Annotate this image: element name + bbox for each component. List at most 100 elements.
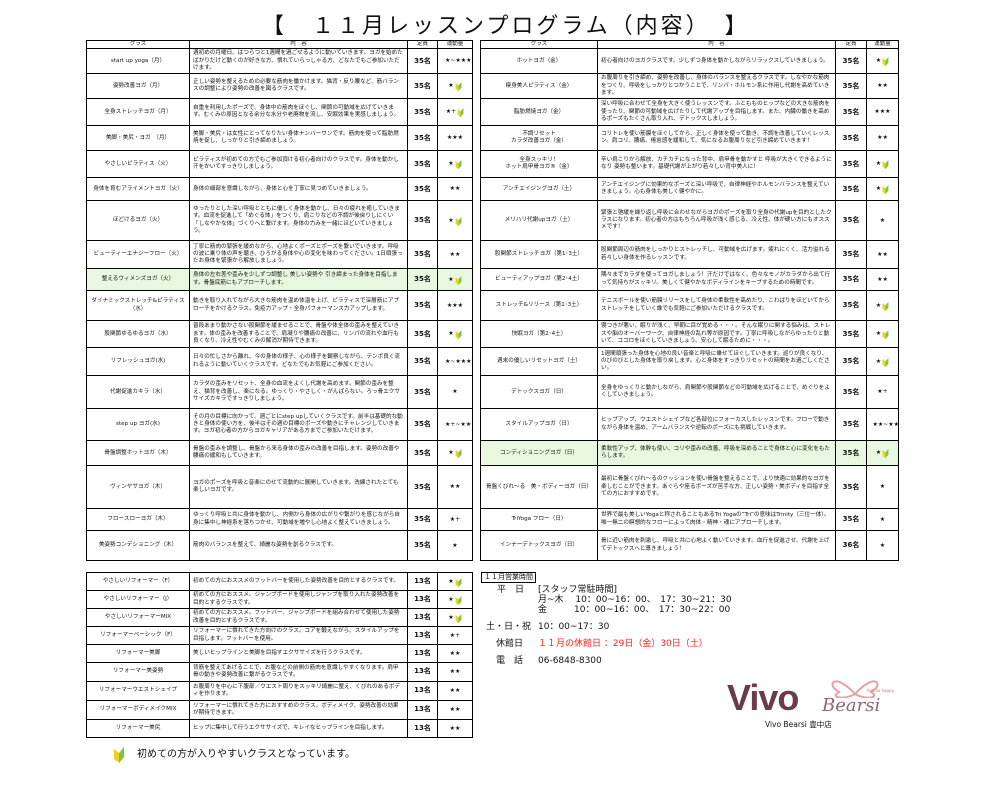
logo-script: Bearsi xyxy=(822,695,881,716)
table-row: メリハリ代謝upヨガ（土） 緊張と弛緩を繰り返し呼吸に合わせながらヨガのポーズを取… xyxy=(480,200,899,242)
beginner-leaf-icon xyxy=(882,448,889,459)
intensity-stars: ★ xyxy=(875,449,882,457)
intensity-level: ★~★★★ xyxy=(437,48,473,75)
intensity-stars: ★★★ xyxy=(874,108,891,116)
class-description: 丁寧に筋肉の緊張を緩めながら、心地よくポーズとポーズを繋いでいきます。呼吸の波に… xyxy=(189,240,408,270)
class-name: start up yoga（月） xyxy=(86,48,190,75)
intensity-level: ★ xyxy=(437,572,473,591)
class-description: 全身をゆっくりと動かしながら、肩関節や股関節などの可動域を広げることで、めぐりを… xyxy=(597,375,836,410)
class-name: コンディショニングヨガ（日） xyxy=(480,440,598,467)
class-description: その月の目標に向かって、週ごとにstep upしていくクラスです。前半は基礎的な… xyxy=(189,408,408,442)
lesson-table-right: クラス内 容定員 運動量 ホットヨガ（金） 初心者向けのヨガクラスです。少しずつ身体を… xyxy=(480,39,899,562)
class-name: リフォーマーウエストシェイプ xyxy=(86,681,190,701)
weekend-label: 土・日・祝 xyxy=(486,622,532,632)
class-name: リフレッシュヨガ(水) xyxy=(86,347,190,377)
class-description: 初心者向けのヨガクラスです。少しずつ身体を動かしながらリラックスしていきましょう… xyxy=(597,48,836,75)
class-description: 緊張と弛緩を繰り返し呼吸に合わせながらヨガのポーズを取り全身の代謝upを目的とし… xyxy=(597,200,836,242)
class-description: リフォーマーに慣れてきた方におすすめのクラス。ボディメイク、姿勢改善の効果が期待… xyxy=(189,700,408,720)
intensity-stars: ★★ xyxy=(449,706,461,714)
class-description: 自重を利用したポーズで、身体中の筋肉をほぐし、関節の可動域を広げていきます。むく… xyxy=(189,98,408,127)
intensity-level: ★★ xyxy=(866,125,899,152)
class-description: 身体の左右差や歪みを少しずつ調整し 美しい姿勢や 引き締まった身体を目指します。… xyxy=(189,268,408,292)
class-name: 全身スッキリ！ ホット肩甲骨ヨガ®（金） xyxy=(480,150,598,179)
class-name: ヴィンヤサヨガ（木） xyxy=(86,465,190,510)
capacity: 13名 xyxy=(407,608,438,627)
table-row: 美脚・美尻・ヨガ （月） 美脚・美尻・は女性にとってなりたい身体ナンバーワンです。… xyxy=(86,125,473,152)
intensity-level: ★+ xyxy=(437,626,473,645)
header-capacity: 定員 xyxy=(835,39,867,50)
table-row: TriYoga フロー（日） 世界で最も美しいYogaと称されることもあるTri … xyxy=(480,508,899,532)
lesson-table-left: クラス内 容定員 運動量 start up yoga（月） 週初めの月曜日、はつらつと… xyxy=(86,39,473,562)
intensity-level: ★★ xyxy=(437,465,473,510)
table-row: リフォーマー美尻 ヒップに集中して行うエクササイズで、キレイなヒップラインを目指し… xyxy=(86,719,473,738)
table-row: ほどけるヨガ（火） ゆったりとした深い呼吸とともに優しく身体を動かし、日々の疲れを… xyxy=(86,200,473,242)
table-row: 股関節ストレッチヨガ（第1･3土） 股関節周辺の筋肉をしっかりとストレッチし、可動… xyxy=(480,240,899,270)
class-name: 身体を育むアライメントヨガ（火） xyxy=(86,177,190,202)
capacity: 35名 xyxy=(407,408,438,442)
class-description: 初めての方におススメ。フットバー、ジャンプボードを組み合わせて使用した姿勢改善を… xyxy=(189,608,408,627)
class-description: 骨に近い筋肉を刺激し、呼吸と共に心地よく動いていきます。血行を促進させ、代謝を上… xyxy=(597,530,836,562)
capacity: 13名 xyxy=(407,700,438,720)
intensity-level: ★★★ xyxy=(866,98,899,127)
class-description: 世界で最も美しいYogaと称されることもあるTri Yogaの”Tri”の意味は… xyxy=(597,508,836,532)
beginner-leaf-icon xyxy=(455,216,462,226)
intensity-level: ★ xyxy=(437,440,473,467)
class-description: 背筋を整えてあげることで、お腹などの前側の筋肉を意識しやすくなります。肩甲骨の動… xyxy=(189,662,408,682)
class-description: お腹周りを引き締め、姿勢を改善し、身体のバランスを整えるクラスです。しなやかな筋… xyxy=(597,73,836,100)
header-level: 運動量 xyxy=(437,39,473,50)
intensity-stars: ★★ xyxy=(449,687,461,695)
table-row: 代謝促進カキラ（水） カラダの歪みをリセット、全身の血流をよくし代謝を高めます。関… xyxy=(86,375,473,410)
table-row: 骨盤くびれ～る 美・ボディーヨガ（日） 最初に骨盤くびれ～るのクッションを使い骨盤… xyxy=(480,465,899,510)
intensity-stars: ★★ xyxy=(449,185,461,193)
header-class: クラス xyxy=(86,39,190,50)
class-description: ヒップに集中して行うエクササイズで、キレイなヒップラインを目指します。 xyxy=(189,719,408,738)
intensity-level: ★+ xyxy=(437,98,473,127)
closed-label: 休館日 xyxy=(496,639,524,649)
intensity-stars: ★★ xyxy=(449,250,461,258)
capacity: 35名 xyxy=(835,73,867,100)
class-name: 不調リセット カラダ改善ヨガ（金） xyxy=(480,125,598,152)
logo-main: Vivo xyxy=(727,677,799,718)
intensity-stars: ★★ xyxy=(877,250,888,258)
intensity-level: ★★ xyxy=(437,662,473,682)
capacity: 35名 xyxy=(835,98,867,127)
mon-thu-hours: 月~木 10：00~16：00、 17：30~21：30 xyxy=(538,595,732,605)
beginner-leaf-icon xyxy=(455,613,462,623)
header-class: クラス xyxy=(480,39,598,50)
phone-number: 06-6848-8300 xyxy=(538,656,602,666)
class-name: 姿勢改善ヨガ（月） xyxy=(86,73,190,100)
intensity-stars: ★ xyxy=(448,82,454,90)
class-description: アンチエイジングに効果的なポーズと深い呼吸で、自律神経やホルモンバランスを整えて… xyxy=(597,177,836,202)
capacity: 13名 xyxy=(407,719,438,738)
class-description: 最初に骨盤くびれ～るのクッションを使い骨盤を整えることで、より快適に効果的なヨガ… xyxy=(597,465,836,510)
beginner-leaf-icon xyxy=(455,159,462,170)
intensity-level: ★★ xyxy=(437,681,473,701)
intensity-level: ★★★ xyxy=(437,290,473,322)
table-row: step up ヨガ(水) その月の目標に向かって、週ごとにstep upしていく… xyxy=(86,408,473,442)
intensity-level: ★★ xyxy=(437,177,473,202)
capacity: 35名 xyxy=(407,150,438,179)
intensity-stars: ★★ xyxy=(449,649,461,657)
intensity-stars: ★★ xyxy=(449,724,461,732)
intensity-stars: ★★ xyxy=(877,275,888,283)
class-name: 痩身美人ピラティス（金） xyxy=(480,73,598,100)
capacity: 35名 xyxy=(835,125,867,152)
intensity-level: ★ xyxy=(866,465,899,510)
class-name: やさしいリフォーマーMIX xyxy=(86,608,190,627)
intensity-stars: ★ xyxy=(875,330,882,338)
class-name: 股関節ゆるゆるヨガ（水） xyxy=(86,320,190,349)
class-name: リフォーマー美姿勢 xyxy=(86,662,190,682)
intensity-stars: ★★~★★★ xyxy=(872,420,898,428)
table-row: 全身スッキリ！ ホット肩甲骨ヨガ®（金） 辛い肩こりから解放、カチカチになった背中… xyxy=(480,150,899,179)
class-description: コリトレを使い筋膜をほぐしてから、正しく身体を使って動き、不調を改善していくレッ… xyxy=(597,125,836,152)
capacity: 35名 xyxy=(835,177,867,202)
class-description: 1週間頑張った身体を心地の良い音楽と呼吸に乗せてほぐしていきます。巡りが良くなり… xyxy=(597,347,836,377)
intensity-stars: ★ xyxy=(448,160,454,168)
capacity: 13名 xyxy=(407,572,438,591)
class-name: 股関節ストレッチヨガ（第1･3土） xyxy=(480,240,598,270)
class-name: 全身ストレッチヨガ（月） xyxy=(86,98,190,127)
page-title: 【 １１月レッスンプログラム（内容） 】 xyxy=(262,14,750,39)
class-description: 週初めの月曜日、はつらつと1週間を過ごせるように動いていきます。ヨガを始めたばか… xyxy=(189,48,408,75)
intensity-stars: ★ xyxy=(448,449,454,457)
legend-text: 初めての方が入りやすいクラスとなっています。 xyxy=(137,749,355,760)
